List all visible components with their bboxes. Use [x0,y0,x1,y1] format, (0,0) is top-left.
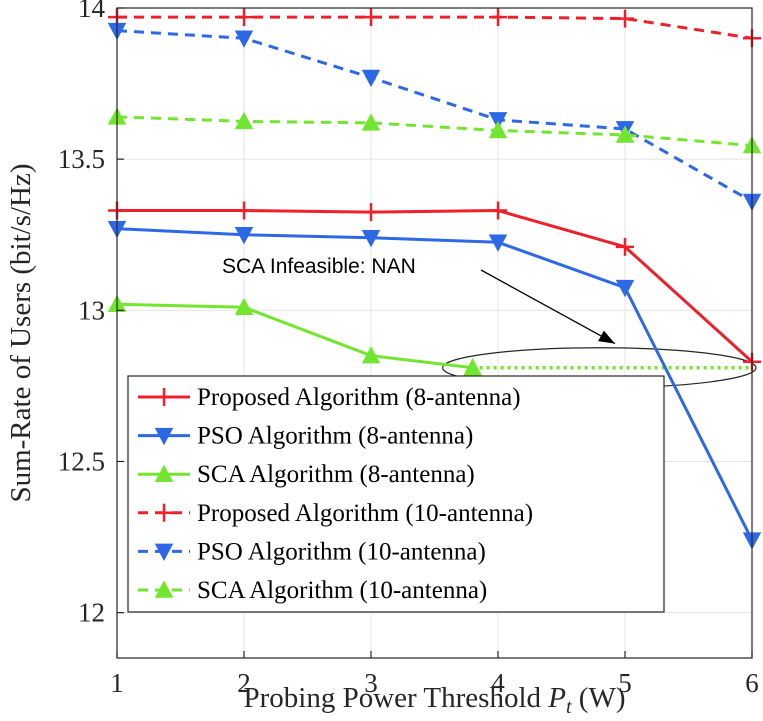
y-tick-label: 13.5 [58,144,105,174]
annotation-arrowhead [598,331,615,344]
x-axis-label: Probing Power Threshold Pt (W) [244,682,626,718]
series-3 [109,296,481,374]
series-1 [108,202,761,371]
x-axis-label-text: Probing Power Threshold [244,682,542,714]
annotation-arrow-line [481,270,615,344]
legend-label: Proposed Algorithm (10-antenna) [197,500,533,527]
annotation: SCA Infeasible: NAN [222,255,615,344]
sum-rate-chart: 1 2 3 4 5 61212.51313.514 SCA Infeasible: NAN… [0,0,763,721]
plus-marker [362,8,380,26]
x-axis-symbol: P [547,682,566,714]
series-4 [108,8,761,47]
x-tick-label: 1 [110,668,124,698]
legend-entry: Proposed Algorithm (10-antenna) [138,500,533,527]
plus-marker [235,8,253,26]
y-axis-label: Sum-Rate of Users (bit/s/Hz) [5,163,37,502]
y-tick-label: 12.5 [58,446,105,476]
series-6 [109,109,760,153]
y-tick-label: 12 [78,598,105,628]
legend-label: Proposed Algorithm (8-antenna) [197,384,521,411]
plus-marker [235,202,253,220]
legend-label: PSO Algorithm (10-antenna) [197,538,486,565]
x-axis-unit-space [572,682,579,714]
series-line [117,31,752,202]
legend-label: SCA Algorithm (10-antenna) [197,577,487,604]
plus-marker [489,202,507,220]
plus-marker [489,8,507,26]
y-tick-label: 13 [78,295,105,325]
plus-marker [616,10,634,28]
x-axis-unit: (W) [579,682,626,714]
legend: Proposed Algorithm (8-antenna) PSO Algori… [128,376,664,612]
series-line [117,304,473,367]
y-tick-label: 14 [78,0,106,23]
series-line [117,117,752,146]
series-5 [109,24,760,210]
legend-label: SCA Algorithm (8-antenna) [197,461,475,488]
triangle-down-marker [617,281,633,296]
annotation-text: SCA Infeasible: NAN [222,255,416,278]
series-line [117,17,752,38]
plus-marker [362,203,380,221]
legend-label: PSO Algorithm (8-antenna) [197,423,473,450]
x-tick-label: 6 [745,668,759,698]
triangle-down-marker [363,71,379,86]
